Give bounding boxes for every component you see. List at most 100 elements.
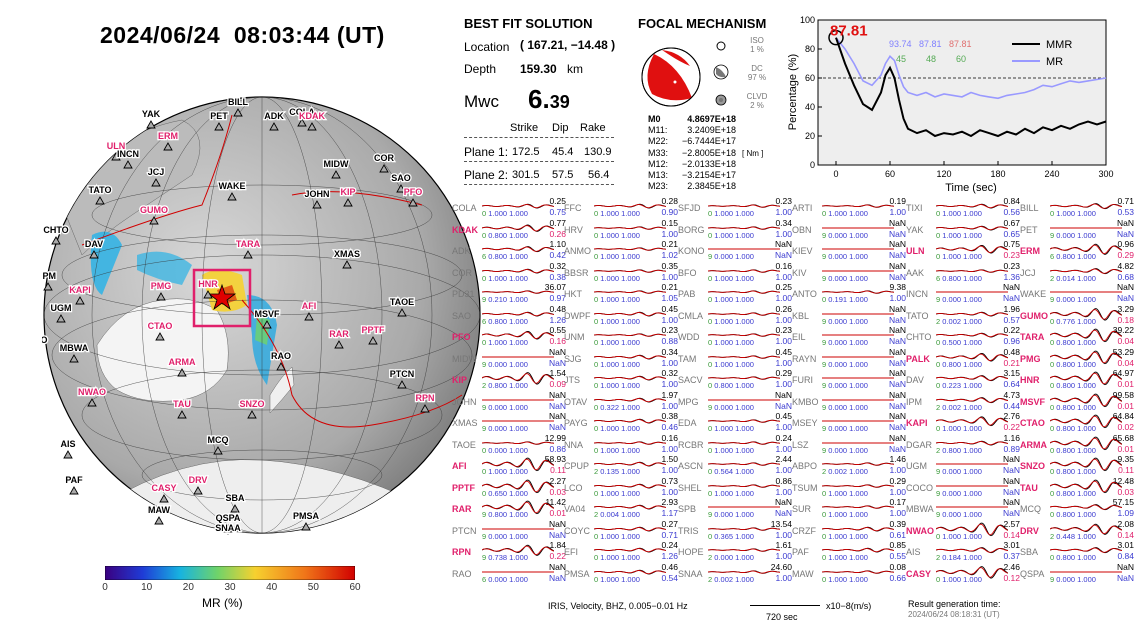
waveform-cell[interactable]: KONO NaN NaN 9 0.000 1.000 bbox=[678, 239, 792, 262]
waveform-cell[interactable]: SUR 0.17 1.00 0 1.000 1.000 bbox=[792, 497, 906, 520]
waveform-cell[interactable]: SJG 0.34 1.00 0 1.000 1.000 bbox=[564, 347, 678, 370]
waveform-cell[interactable]: COLA 0.25 0.75 0 1.000 1.000 bbox=[452, 196, 566, 219]
waveform-cell[interactable]: RCBR 0.24 1.00 0 1.000 1.000 bbox=[678, 433, 792, 456]
waveform-cell[interactable]: DAV 3.15 0.64 0 0.223 1.000 bbox=[906, 368, 1020, 391]
waveform-cell[interactable]: CASY 2.46 0.12 0 1.000 1.000 bbox=[906, 562, 1020, 585]
waveform-cell[interactable]: RPN 1.84 0.22 9 0.738 1.000 bbox=[452, 540, 566, 563]
waveform-cell[interactable]: HNR 64.97 0.01 0 0.800 1.000 bbox=[1020, 368, 1134, 391]
waveform-cell[interactable]: LCO 0.73 1.00 0 1.000 1.000 bbox=[564, 476, 678, 499]
waveform-cell[interactable]: BORG 0.34 1.00 0 1.000 1.000 bbox=[678, 218, 792, 241]
waveform-cell[interactable]: UGM NaN NaN 9 0.000 1.000 bbox=[906, 454, 1020, 477]
waveform-cell[interactable]: MSVF 99.58 0.01 0 0.800 1.000 bbox=[1020, 390, 1134, 413]
waveform-cell[interactable]: COYC 0.27 0.71 0 1.000 1.000 bbox=[564, 519, 678, 542]
waveform-cell[interactable]: SNAA 24.60 1.00 2 0.002 1.000 bbox=[678, 562, 792, 585]
waveform-cell[interactable]: PPTF 2.27 0.03 0 0.650 1.000 bbox=[452, 476, 566, 499]
waveform-cell[interactable]: XMAS NaN NaN 9 0.000 1.000 bbox=[452, 411, 566, 434]
waveform-cell[interactable]: PFO 0.55 0.16 0 1.000 1.000 bbox=[452, 325, 566, 348]
waveform-cell[interactable]: DGAR 1.16 0.89 2 0.800 1.000 bbox=[906, 433, 1020, 456]
waveform-cell[interactable]: ADK 1.10 0.42 6 0.800 1.000 bbox=[452, 239, 566, 262]
waveform-cell[interactable]: HRV 0.15 1.00 0 1.000 1.000 bbox=[564, 218, 678, 241]
waveform-cell[interactable]: AIS 3.01 0.37 2 0.184 1.000 bbox=[906, 540, 1020, 563]
waveform-cell[interactable]: MBWA NaN NaN 9 0.000 1.000 bbox=[906, 497, 1020, 520]
waveform-cell[interactable]: RAR 11.42 0.01 9 0.800 1.000 bbox=[452, 497, 566, 520]
waveform-cell[interactable]: MSEY NaN NaN 9 0.000 1.000 bbox=[792, 411, 906, 434]
waveform-cell[interactable]: SPB NaN NaN 9 0.000 1.000 bbox=[678, 497, 792, 520]
waveform-cell[interactable]: KAPI 2.76 0.22 0 1.000 1.000 bbox=[906, 411, 1020, 434]
waveform-cell[interactable]: LSZ NaN NaN 9 0.000 1.000 bbox=[792, 433, 906, 456]
waveform-cell[interactable]: SAO 0.48 1.26 6 0.800 1.000 bbox=[452, 304, 566, 327]
waveform-cell[interactable]: IPM 4.73 0.44 2 0.002 1.000 bbox=[906, 390, 1020, 413]
waveform-cell[interactable]: OBN NaN NaN 9 0.000 1.000 bbox=[792, 218, 906, 241]
waveform-cell[interactable]: PD31 36.07 0.97 9 0.210 1.000 bbox=[452, 282, 566, 305]
waveform-cell[interactable]: OTAV 1.97 1.00 0 0.322 1.000 bbox=[564, 390, 678, 413]
waveform-cell[interactable]: FFC 0.28 0.90 0 1.000 1.000 bbox=[564, 196, 678, 219]
waveform-cell[interactable]: CHTO 0.22 0.96 0 0.500 1.000 bbox=[906, 325, 1020, 348]
waveform-cell[interactable]: KBL NaN NaN 9 0.000 1.000 bbox=[792, 304, 906, 327]
waveform-cell[interactable]: NWAO 2.57 0.14 0 1.000 1.000 bbox=[906, 519, 1020, 542]
waveform-cell[interactable]: GUMO 3.29 0.18 0 0.776 1.000 bbox=[1020, 304, 1134, 327]
waveform-cell[interactable]: TIXI 0.84 0.56 0 1.000 1.000 bbox=[906, 196, 1020, 219]
waveform-cell[interactable]: TAOE 12.99 0.86 0 0.000 1.000 bbox=[452, 433, 566, 456]
waveform-cell[interactable]: TAU 12.48 0.03 0 0.800 1.000 bbox=[1020, 476, 1134, 499]
waveform-cell[interactable]: BFO 0.16 1.00 0 1.000 1.000 bbox=[678, 261, 792, 284]
waveform-cell[interactable]: RAYN NaN NaN 9 0.000 1.000 bbox=[792, 347, 906, 370]
waveform-cell[interactable]: JCJ 4.82 0.68 2 0.014 1.000 bbox=[1020, 261, 1134, 284]
waveform-cell[interactable]: PMSA 0.46 0.54 0 1.000 1.000 bbox=[564, 562, 678, 585]
waveform-cell[interactable]: WAKE NaN NaN 9 0.000 1.000 bbox=[1020, 282, 1134, 305]
waveform-cell[interactable]: KMBO NaN NaN 9 0.000 1.000 bbox=[792, 390, 906, 413]
waveform-cell[interactable]: MPG NaN NaN 9 0.000 1.000 bbox=[678, 390, 792, 413]
waveform-cell[interactable]: HKT 0.21 1.05 0 1.000 1.000 bbox=[564, 282, 678, 305]
waveform-cell[interactable]: EIL NaN NaN 9 0.000 1.000 bbox=[792, 325, 906, 348]
waveform-cell[interactable]: CTAO 64.84 0.02 0 0.800 1.000 bbox=[1020, 411, 1134, 434]
waveform-cell[interactable]: CPUP 1.50 1.00 2 0.135 1.000 bbox=[564, 454, 678, 477]
waveform-cell[interactable]: PAB 0.25 1.00 0 1.000 1.000 bbox=[678, 282, 792, 305]
waveform-cell[interactable]: MIDW NaN NaN 9 0.000 1.000 bbox=[452, 347, 566, 370]
waveform-cell[interactable]: TAM 0.45 1.00 0 1.000 1.000 bbox=[678, 347, 792, 370]
waveform-cell[interactable]: RAO NaN NaN 6 0.000 1.000 bbox=[452, 562, 566, 585]
waveform-cell[interactable]: SBA 3.01 0.84 0 0.800 1.000 bbox=[1020, 540, 1134, 563]
waveform-cell[interactable]: TATO 1.96 0.57 2 0.002 1.000 bbox=[906, 304, 1020, 327]
waveform-cell[interactable]: DRV 2.08 0.14 2 0.448 1.000 bbox=[1020, 519, 1134, 542]
waveform-cell[interactable]: TRIS 13.54 1.00 0 0.365 1.000 bbox=[678, 519, 792, 542]
waveform-cell[interactable]: ASCN 2.44 1.00 0 0.564 1.000 bbox=[678, 454, 792, 477]
waveform-cell[interactable]: EDA 0.45 1.00 0 1.000 1.000 bbox=[678, 411, 792, 434]
waveform-cell[interactable]: ARMA 65.68 0.01 0 0.800 1.000 bbox=[1020, 433, 1134, 456]
waveform-cell[interactable]: MAW 0.08 0.66 0 1.000 1.000 bbox=[792, 562, 906, 585]
waveform-cell[interactable]: ANMO 0.21 1.02 0 1.000 1.000 bbox=[564, 239, 678, 262]
waveform-cell[interactable]: TARA 39.22 0.04 0 0.800 1.000 bbox=[1020, 325, 1134, 348]
waveform-cell[interactable]: KDAK 0.77 0.26 0 0.800 1.000 bbox=[452, 218, 566, 241]
waveform-cell[interactable]: NNA 0.16 1.00 0 1.000 1.000 bbox=[564, 433, 678, 456]
waveform-cell[interactable]: ABPO 1.46 1.00 2 0.002 1.000 bbox=[792, 454, 906, 477]
waveform-cell[interactable]: PMG 53.29 0.04 0 0.800 1.000 bbox=[1020, 347, 1134, 370]
waveform-cell[interactable]: TSUM 0.29 1.00 0 1.000 1.000 bbox=[792, 476, 906, 499]
waveform-cell[interactable]: VA04 2.93 1.17 2 0.004 1.000 bbox=[564, 497, 678, 520]
waveform-cell[interactable]: KIV NaN NaN 9 0.000 1.000 bbox=[792, 261, 906, 284]
waveform-cell[interactable]: PTCN NaN NaN 9 0.000 1.000 bbox=[452, 519, 566, 542]
waveform-cell[interactable]: PAF 0.85 0.55 0 1.000 1.000 bbox=[792, 540, 906, 563]
waveform-cell[interactable]: DWPF 0.45 1.00 0 1.000 1.000 bbox=[564, 304, 678, 327]
waveform-cell[interactable]: FURI NaN NaN 9 0.000 1.000 bbox=[792, 368, 906, 391]
waveform-cell[interactable]: CRZF 0.39 0.61 0 1.000 1.000 bbox=[792, 519, 906, 542]
waveform-cell[interactable]: JTS 0.32 1.00 0 1.000 1.000 bbox=[564, 368, 678, 391]
waveform-cell[interactable]: KIP 1.54 0.09 2 0.800 1.000 bbox=[452, 368, 566, 391]
waveform-cell[interactable]: KIEV NaN NaN 9 0.000 1.000 bbox=[792, 239, 906, 262]
waveform-cell[interactable]: COR 0.32 0.38 0 1.000 1.000 bbox=[452, 261, 566, 284]
waveform-cell[interactable]: SACV 0.29 1.00 0 0.800 1.000 bbox=[678, 368, 792, 391]
waveform-cell[interactable]: AAK 0.23 1.36 6 0.800 1.000 bbox=[906, 261, 1020, 284]
waveform-cell[interactable]: ANTO 9.38 1.00 0 0.191 1.000 bbox=[792, 282, 906, 305]
waveform-cell[interactable]: PAYG 0.38 0.46 0 1.000 1.000 bbox=[564, 411, 678, 434]
waveform-cell[interactable]: SFJD 0.23 1.00 0 1.000 1.000 bbox=[678, 196, 792, 219]
waveform-cell[interactable]: AFI 58.93 0.11 0 1.000 1.000 bbox=[452, 454, 566, 477]
waveform-cell[interactable]: EFI 0.24 1.26 0 1.000 1.000 bbox=[564, 540, 678, 563]
waveform-cell[interactable]: INCN NaN NaN 9 0.000 1.000 bbox=[906, 282, 1020, 305]
waveform-cell[interactable]: YAK 0.67 0.65 0 1.000 1.000 bbox=[906, 218, 1020, 241]
waveform-cell[interactable]: CMLA 0.26 1.00 0 1.000 1.000 bbox=[678, 304, 792, 327]
waveform-cell[interactable]: ERM 0.96 0.29 6 0.800 1.000 bbox=[1020, 239, 1134, 262]
waveform-cell[interactable]: BBSR 0.35 1.00 0 1.000 1.000 bbox=[564, 261, 678, 284]
waveform-cell[interactable]: ARTI 0.19 1.00 0 1.000 1.000 bbox=[792, 196, 906, 219]
waveform-cell[interactable]: QSPA NaN NaN 9 0.000 1.000 bbox=[1020, 562, 1134, 585]
waveform-cell[interactable]: SNZO 9.35 0.11 0 0.800 1.000 bbox=[1020, 454, 1134, 477]
waveform-cell[interactable]: ULN 0.75 0.23 0 1.000 1.000 bbox=[906, 239, 1020, 262]
waveform-cell[interactable]: WDD 0.23 1.00 0 1.000 1.000 bbox=[678, 325, 792, 348]
waveform-cell[interactable]: SHEL 0.86 1.00 0 1.000 1.000 bbox=[678, 476, 792, 499]
